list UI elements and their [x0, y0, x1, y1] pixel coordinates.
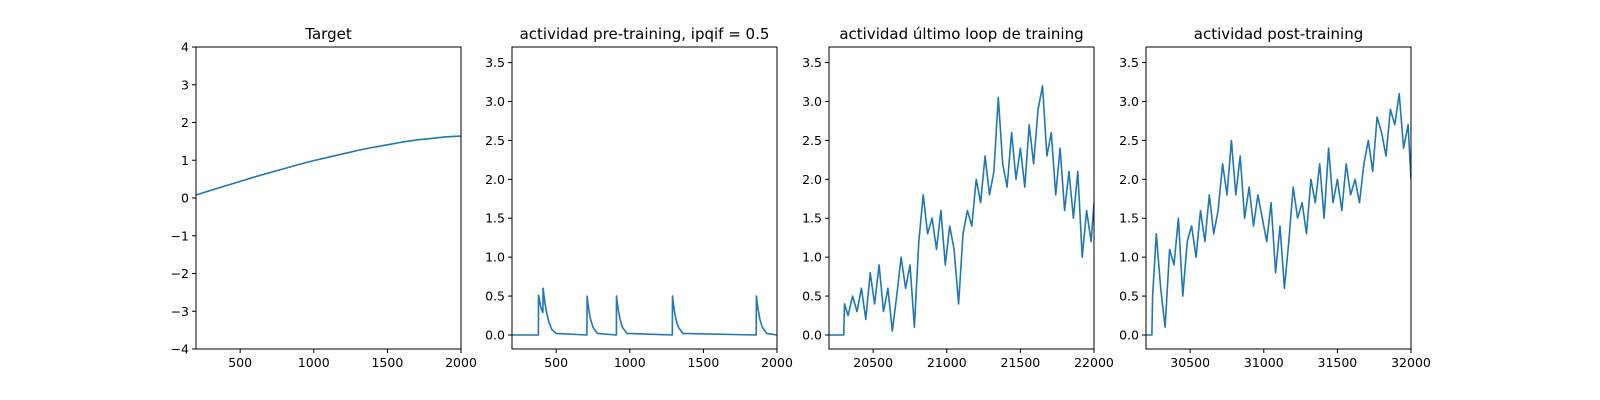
x-tick-label: 2000 — [761, 355, 793, 370]
y-tick-label: 3.5 — [1119, 55, 1139, 70]
x-tick-label: 500 — [544, 355, 568, 370]
x-tick-label: 21000 — [927, 355, 967, 370]
y-tick-label: 3.0 — [1119, 94, 1139, 109]
y-tick-label: 3.0 — [485, 94, 505, 109]
y-tick-label: 0 — [181, 191, 189, 206]
y-tick-label: −3 — [171, 304, 189, 319]
x-tick-label: 1500 — [687, 355, 719, 370]
x-tick-label: 1500 — [371, 355, 403, 370]
y-tick-label: 0.5 — [1119, 289, 1139, 304]
y-tick-label: 3.0 — [802, 94, 822, 109]
y-tick-label: 1.0 — [485, 250, 505, 265]
chart-panel-1: 500 1000 1500 2000 −4 −3 −2 −1 0 1 2 3 4 Target — [171, 25, 477, 370]
x-tick-label: 31500 — [1318, 355, 1358, 370]
y-tick-label: 3.5 — [802, 55, 822, 70]
x-tick-label: 31000 — [1244, 355, 1284, 370]
x-tick-label: 500 — [228, 355, 252, 370]
y-tick-label: 2.0 — [1119, 172, 1139, 187]
x-tick-label: 32000 — [1391, 355, 1431, 370]
y-tick-label: 2.5 — [1119, 133, 1139, 148]
y-tick-label: 0.5 — [802, 289, 822, 304]
plot-frame — [1145, 46, 1412, 350]
plot-frame — [511, 46, 778, 350]
series-line-1 — [1146, 92, 1411, 336]
y-tick-label: 1.5 — [485, 211, 505, 226]
chart-title: actividad último loop de training — [839, 25, 1083, 43]
y-tick-label: 1.5 — [802, 211, 822, 226]
y-tick-label: 1.5 — [1119, 211, 1139, 226]
y-tick-label: 0.5 — [485, 289, 505, 304]
y-tick-label: 3 — [181, 77, 189, 92]
chart-panel-3: 20500 21000 21500 22000 0.0 0.5 1.0 1.5 2.0 2.5 3.… — [802, 25, 1114, 370]
y-tick-label: 0.0 — [1119, 327, 1139, 342]
x-tick-label: 21500 — [1001, 355, 1041, 370]
x-tick-label: 22000 — [1074, 355, 1114, 370]
y-tick-label: 1 — [181, 153, 189, 168]
y-tick-label: 0.0 — [802, 327, 822, 342]
y-tick-label: 0.0 — [485, 327, 505, 342]
series-line-1 — [829, 85, 1094, 336]
y-tick-label: 2.5 — [802, 133, 822, 148]
y-tick-label: 1.0 — [802, 250, 822, 265]
y-tick-label: −1 — [171, 228, 189, 243]
chart-panel-4: 30500 31000 31500 32000 0.0 0.5 1.0 1.5 2.0 2.5 3.… — [1119, 25, 1431, 370]
y-tick-label: −2 — [171, 266, 189, 281]
y-tick-label: 2.5 — [485, 133, 505, 148]
x-tick-label: 1000 — [614, 355, 646, 370]
plot-frame — [828, 46, 1095, 350]
y-tick-label: 2.0 — [802, 172, 822, 187]
plot-frame — [195, 46, 462, 350]
x-tick-label: 1000 — [298, 355, 330, 370]
x-tick-label: 2000 — [445, 355, 477, 370]
series-line-1 — [196, 135, 461, 196]
x-tick-label: 20500 — [853, 355, 893, 370]
y-tick-label: 1.0 — [1119, 250, 1139, 265]
chart-title: Target — [304, 25, 352, 43]
y-tick-label: 2.0 — [485, 172, 505, 187]
y-tick-label: −4 — [171, 342, 189, 357]
chart-title: actividad pre-training, ipqif = 0.5 — [520, 25, 770, 43]
series-line-1 — [512, 287, 777, 336]
y-tick-label: 4 — [181, 40, 189, 55]
chart-title: actividad post-training — [1194, 25, 1363, 43]
chart-panel-2: 500 1000 1500 2000 0.0 0.5 1.0 1.5 2.0 2.5 3.0 3.5 a… — [485, 25, 793, 370]
x-tick-label: 30500 — [1170, 355, 1210, 370]
y-tick-label: 3.5 — [485, 55, 505, 70]
y-tick-label: 2 — [181, 115, 189, 130]
